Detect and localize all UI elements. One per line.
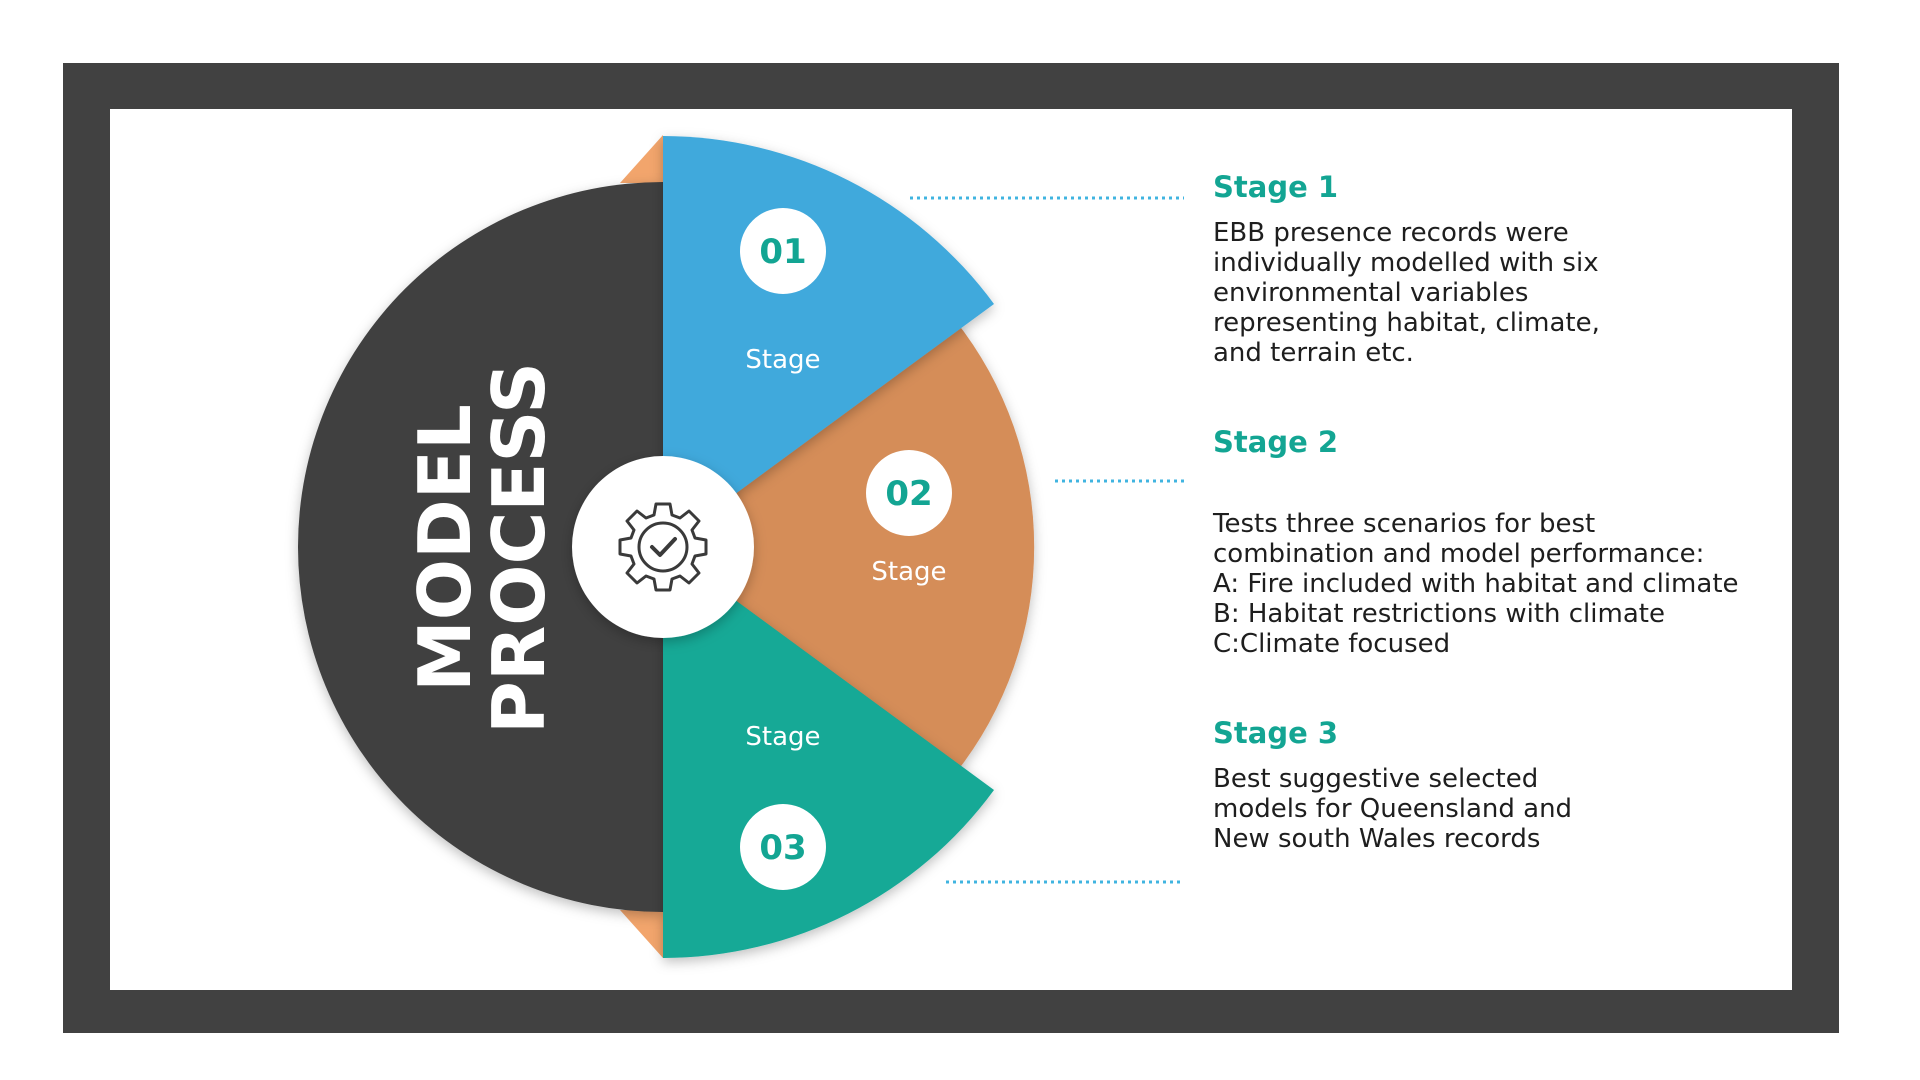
stage-2-body: Tests three scenarios for best combinati… xyxy=(1213,509,1739,659)
stage-02-sector xyxy=(663,320,1035,774)
stage-2-heading: Stage 2 xyxy=(1213,425,1339,459)
stage-2-description: Stage 2 Tests three scenarios for best c… xyxy=(1213,425,1813,659)
stage-3-description: Stage 3 Best suggestive selected models … xyxy=(1213,716,1813,854)
stage-03-number: 03 xyxy=(759,828,806,868)
stage-02-number: 02 xyxy=(885,474,932,514)
stage-1-heading: Stage 1 xyxy=(1213,170,1339,204)
stage-1-description: Stage 1 EBB presence records were indivi… xyxy=(1213,170,1813,368)
stage-1-body: EBB presence records were individually m… xyxy=(1213,218,1600,368)
gear-check-icon xyxy=(618,502,708,592)
stage-01-number: 01 xyxy=(759,232,806,272)
title-line-2: PROCESS xyxy=(477,362,561,734)
stage-02-badge xyxy=(866,450,952,536)
stage-03-badge xyxy=(740,804,826,890)
stage-03-label: Stage xyxy=(745,722,820,752)
title-line-1: MODEL xyxy=(403,404,487,692)
dark-half-circle xyxy=(298,182,663,912)
center-hub xyxy=(572,456,754,638)
stage-02-label: Stage xyxy=(871,557,946,587)
stage-3-heading: Stage 3 xyxy=(1213,716,1339,750)
accent-wedge-top xyxy=(620,135,663,183)
stage-01-label: Stage xyxy=(745,345,820,375)
accent-wedge-bottom xyxy=(620,910,663,958)
stage-3-body: Best suggestive selected models for Quee… xyxy=(1213,764,1573,854)
stage-01-badge xyxy=(740,208,826,294)
